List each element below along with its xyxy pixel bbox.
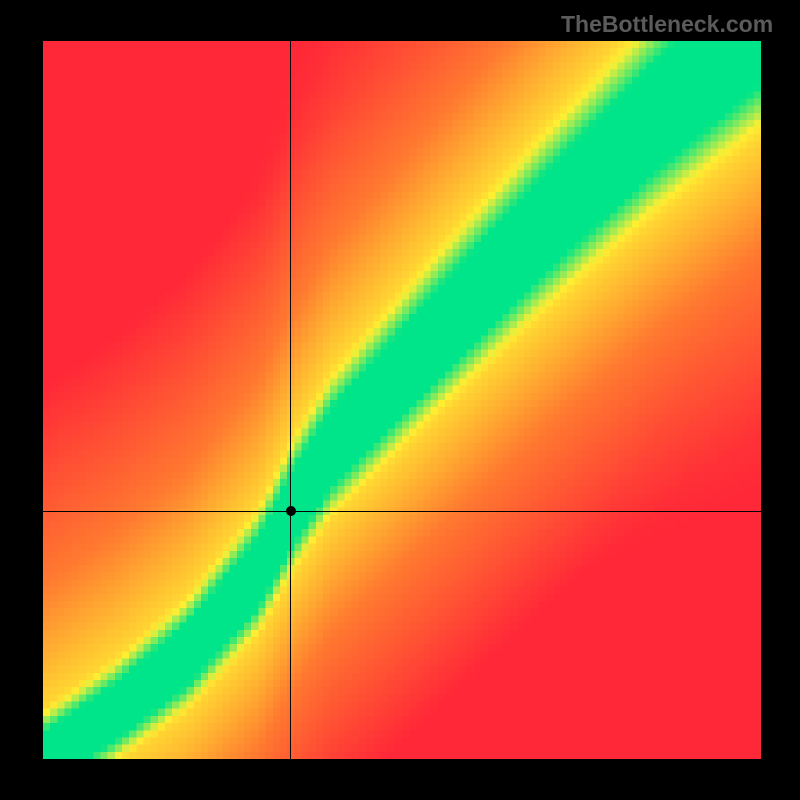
bottleneck-heatmap <box>43 41 761 759</box>
watermark-text: TheBottleneck.com <box>561 11 773 38</box>
crosshair-vertical <box>290 41 291 759</box>
data-point-marker <box>286 506 296 516</box>
chart-container: TheBottleneck.com <box>0 0 800 800</box>
crosshair-horizontal <box>43 511 761 512</box>
